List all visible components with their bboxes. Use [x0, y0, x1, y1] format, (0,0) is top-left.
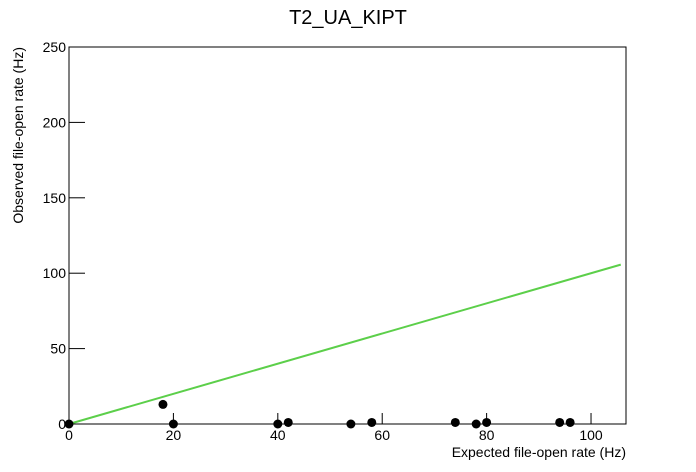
x-axis-label: Expected file-open rate (Hz) — [452, 444, 626, 460]
x-tick-label: 60 — [374, 427, 390, 443]
x-tick-label: 0 — [65, 427, 73, 443]
y-tick-label: 200 — [43, 114, 67, 130]
y-tick-label: 100 — [43, 265, 67, 281]
y-tick-label: 0 — [58, 416, 66, 432]
chart-title: T2_UA_KIPT — [289, 7, 407, 29]
data-point — [64, 419, 74, 429]
reference-line — [68, 263, 622, 425]
x-tick-label: 100 — [579, 427, 603, 443]
y-axis-label: Observed file-open rate (Hz) — [10, 47, 26, 224]
y-tick-label: 250 — [43, 39, 67, 55]
data-point — [482, 417, 492, 427]
x-tick-label: 20 — [166, 427, 182, 443]
data-point — [283, 417, 293, 427]
y-tick-label: 50 — [50, 341, 66, 357]
data-point — [565, 417, 575, 427]
data-point — [367, 417, 377, 427]
x-tick-label: 40 — [270, 427, 286, 443]
data-point — [471, 419, 481, 429]
data-point — [346, 419, 356, 429]
data-point — [158, 399, 168, 409]
data-point — [555, 417, 565, 427]
data-point — [168, 419, 178, 429]
data-point — [450, 417, 460, 427]
data-point — [273, 419, 283, 429]
x-tick-label: 80 — [479, 427, 495, 443]
y-tick-label: 150 — [43, 190, 67, 206]
